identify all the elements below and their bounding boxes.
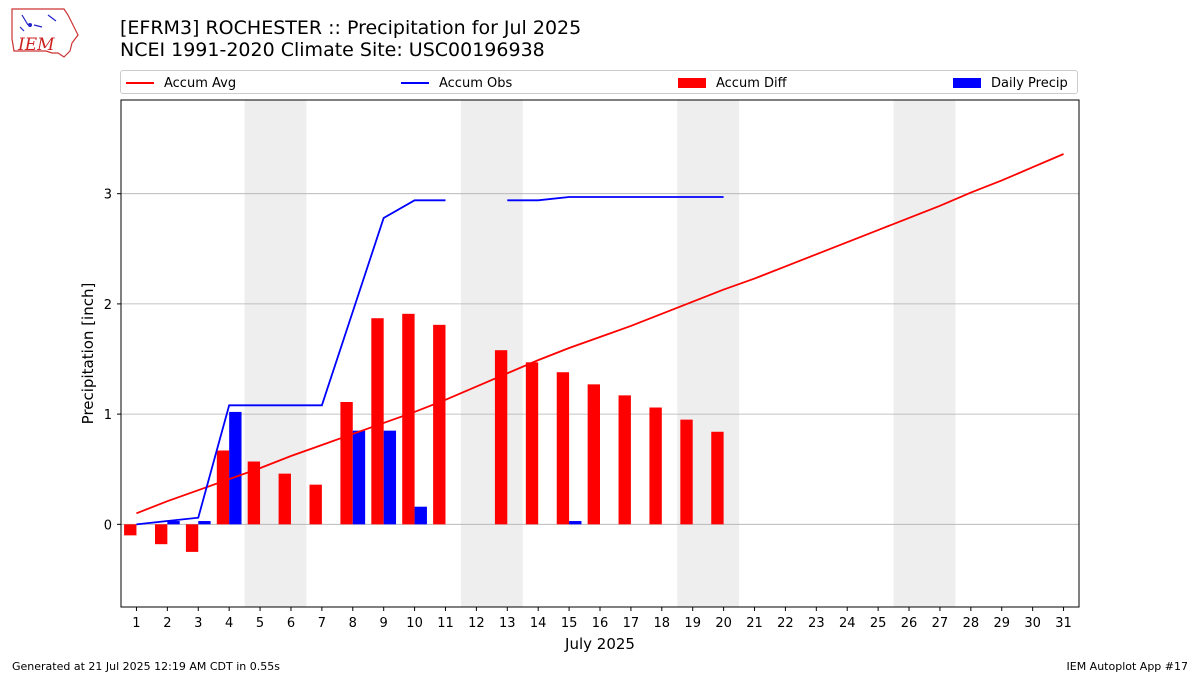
legend-item-daily-precip: Daily Precip	[953, 74, 1068, 92]
legend-label-accum-obs: Accum Obs	[439, 75, 513, 91]
bar-accum-diff-6	[278, 473, 291, 525]
bar-accum-diff-10	[402, 313, 415, 525]
bar-accum-diff-17	[618, 395, 631, 525]
bar-accum-diff-8	[340, 401, 353, 525]
footer-app-id: IEM Autoplot App #17	[1066, 660, 1189, 673]
bar-accum-diff-11	[433, 324, 446, 525]
x-tick-label-13: 13	[499, 616, 516, 631]
x-tick-label-6: 6	[287, 616, 295, 631]
y-axis-label: Precipitation [inch]	[79, 283, 97, 425]
x-tick-label-21: 21	[746, 616, 763, 631]
bar-daily-precip-9	[383, 430, 397, 525]
x-tick-label-16: 16	[592, 616, 609, 631]
bar-accum-diff-4	[216, 450, 230, 525]
weekend-shade-1	[460, 100, 523, 607]
line-accum-obs-segment-0	[136, 199, 446, 526]
bar-daily-precip-4	[229, 411, 242, 525]
x-tick-label-9: 9	[380, 616, 388, 631]
bar-accum-diff-13	[494, 350, 508, 525]
x-tick-label-26: 26	[901, 616, 918, 631]
x-tick-label-1: 1	[132, 616, 140, 631]
iem-logo: IEM	[11, 8, 79, 58]
x-tick-label-3: 3	[194, 616, 202, 631]
legend-swatch-daily-precip	[953, 78, 981, 88]
x-tick-label-8: 8	[349, 616, 357, 631]
legend-item-accum-diff: Accum Diff	[678, 74, 787, 92]
legend-label-accum-avg: Accum Avg	[164, 75, 237, 91]
x-tick-label-5: 5	[256, 616, 264, 631]
legend-swatch-accum-obs	[401, 82, 429, 84]
bar-daily-precip-15	[569, 521, 582, 525]
line-accum-avg	[136, 153, 1064, 515]
bar-accum-diff-19	[680, 419, 693, 525]
y-tick-label-1: 1	[104, 408, 112, 423]
x-tick-label-12: 12	[468, 616, 485, 631]
x-tick-label-11: 11	[437, 616, 454, 631]
y-tick-label-2: 2	[104, 298, 112, 313]
line-accum-obs-segment-1	[507, 196, 724, 202]
bar-accum-diff-9	[371, 318, 384, 525]
x-tick-label-17: 17	[623, 616, 640, 631]
weekend-shade-0	[244, 100, 307, 607]
bar-daily-precip-8	[352, 430, 366, 525]
legend-swatch-accum-diff	[678, 78, 706, 88]
weekend-shade-3	[893, 100, 956, 607]
chart-subtitle: NCEI 1991-2020 Climate Site: USC00196938	[120, 39, 545, 61]
x-tick-label-28: 28	[963, 616, 980, 631]
x-tick-label-4: 4	[225, 616, 233, 631]
legend-swatch-accum-avg	[126, 82, 154, 84]
chart-legend: Accum Avg Accum Obs Accum Diff Daily Pre…	[120, 70, 1078, 94]
x-tick-label-24: 24	[839, 616, 856, 631]
bar-accum-diff-14	[525, 362, 539, 525]
weekend-shade-2	[677, 100, 740, 607]
svg-text:IEM: IEM	[17, 35, 55, 55]
bar-accum-diff-7	[309, 484, 322, 525]
y-tick-label-0: 0	[104, 518, 112, 533]
x-tick-label-30: 30	[1024, 616, 1041, 631]
bar-accum-diff-2	[154, 524, 168, 545]
legend-label-daily-precip: Daily Precip	[991, 75, 1068, 91]
bar-accum-diff-15	[556, 372, 570, 525]
x-tick-label-15: 15	[561, 616, 578, 631]
bar-accum-diff-1	[124, 524, 137, 536]
bar-daily-precip-3	[198, 521, 211, 525]
bar-accum-diff-18	[649, 407, 662, 525]
plot-frame	[120, 99, 1080, 608]
bar-accum-diff-20	[711, 431, 724, 525]
bar-accum-diff-5	[247, 461, 261, 525]
legend-item-accum-obs: Accum Obs	[401, 74, 512, 92]
legend-label-accum-diff: Accum Diff	[716, 75, 787, 91]
bar-accum-diff-16	[587, 384, 600, 525]
x-tick-label-23: 23	[808, 616, 825, 631]
x-tick-label-22: 22	[777, 616, 794, 631]
bar-accum-diff-3	[185, 524, 199, 552]
x-tick-label-10: 10	[406, 616, 423, 631]
x-tick-label-19: 19	[684, 616, 701, 631]
x-tick-label-14: 14	[530, 616, 547, 631]
x-tick-label-25: 25	[870, 616, 887, 631]
x-tick-label-2: 2	[163, 616, 171, 631]
footer-generated: Generated at 21 Jul 2025 12:19 AM CDT in…	[12, 660, 280, 673]
y-tick-label-3: 3	[104, 188, 112, 203]
x-tick-label-29: 29	[993, 616, 1010, 631]
chart-title: [EFRM3] ROCHESTER :: Precipitation for J…	[120, 17, 582, 39]
x-tick-label-7: 7	[318, 616, 326, 631]
x-tick-label-31: 31	[1055, 616, 1072, 631]
x-tick-label-27: 27	[932, 616, 949, 631]
bar-daily-precip-2	[167, 521, 180, 525]
x-tick-label-20: 20	[715, 616, 732, 631]
x-axis-label: July 2025	[564, 635, 635, 653]
bar-daily-precip-10	[414, 506, 427, 525]
legend-item-accum-avg: Accum Avg	[126, 74, 236, 92]
x-tick-label-18: 18	[654, 616, 671, 631]
